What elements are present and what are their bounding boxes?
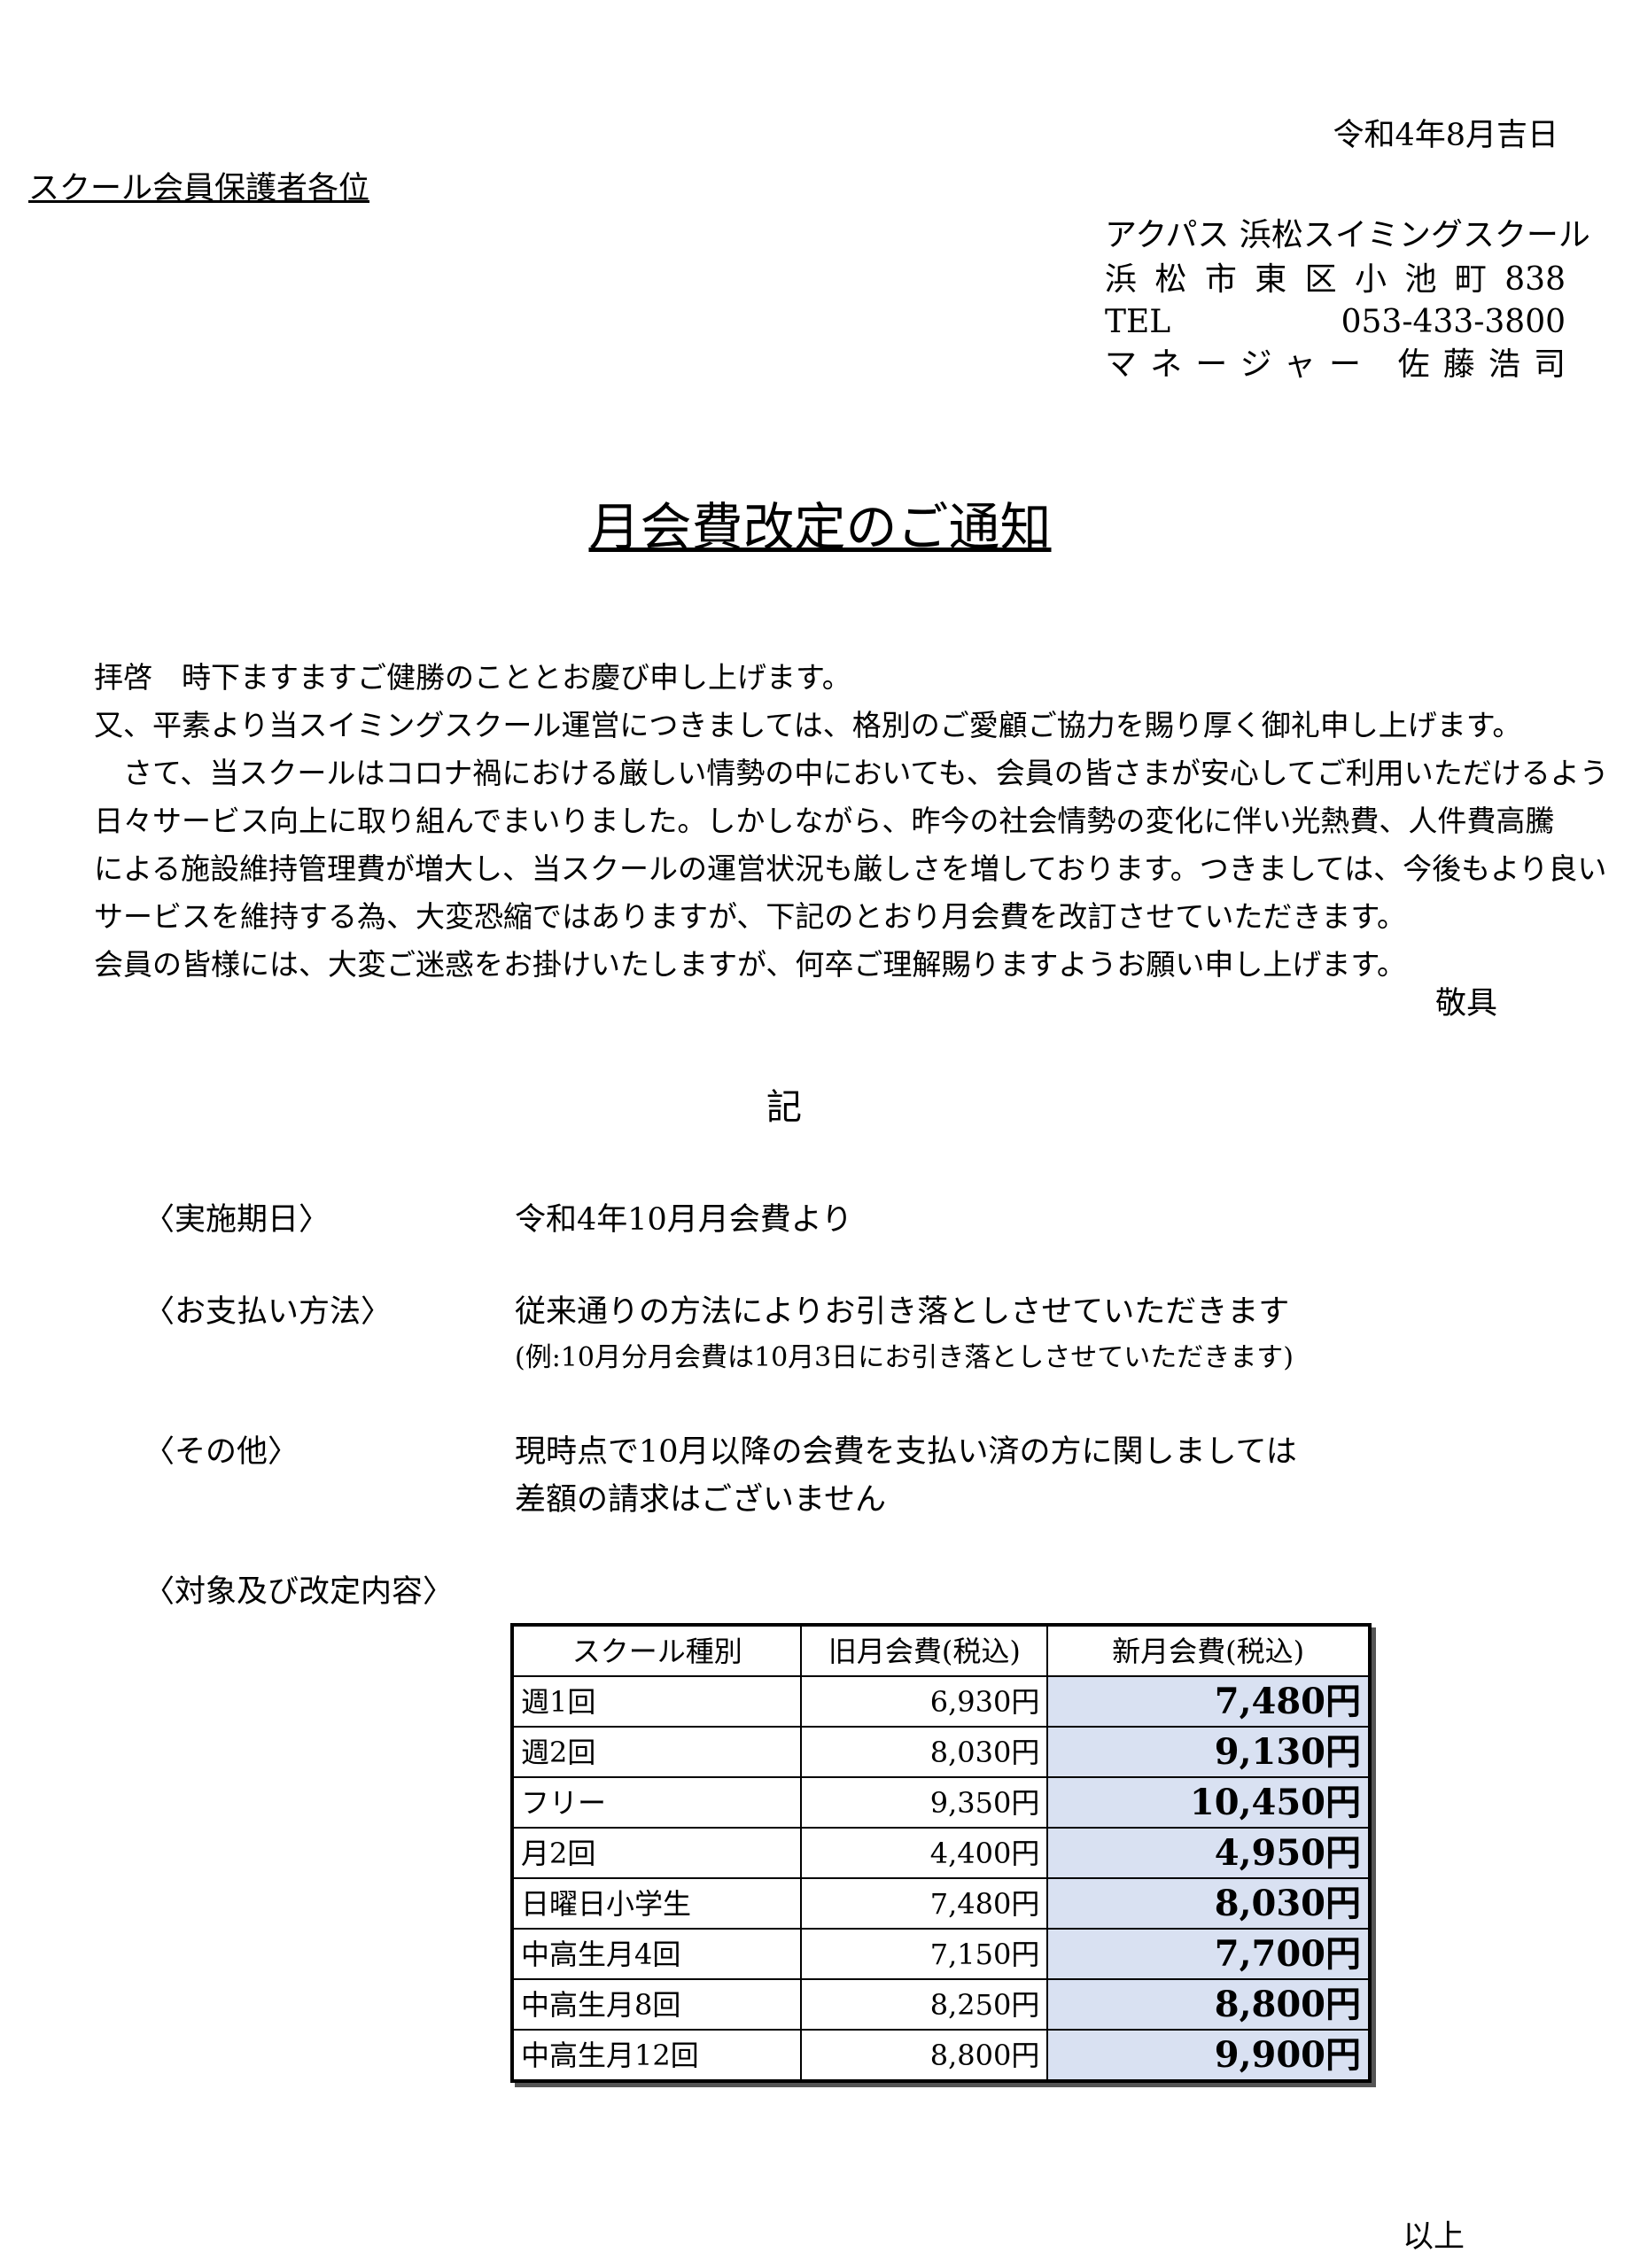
old-fee: 6,930円 [800, 1675, 1049, 1728]
body-line: さて、当スクールはコロナ禍における厳しい情勢の中においても、会員の皆さまが安心し… [94, 756, 1609, 790]
body-line: 拝啓 時下ますますご健勝のこととお慶び申し上げます。 [94, 660, 851, 695]
table-row: 日曜日小学生 7,480円 8,030円 [510, 1877, 1371, 1930]
item-text: 現時点で10月以降の会費を支払い済の方に関しましては [515, 1434, 1297, 1470]
item-text: (例:10月分月会費は10月3日にお引き落としさせていただきます) [515, 1342, 1294, 1373]
old-fee: 8,250円 [800, 1978, 1049, 2031]
sender-line: 浜松市東区小池町838 [1105, 261, 1566, 298]
new-fee: 4,950円 [1046, 1827, 1371, 1879]
old-fee: 8,800円 [800, 2029, 1049, 2082]
old-fee: 7,480円 [800, 1877, 1049, 1930]
sender-line: マネージャー 佐藤浩司 [1105, 346, 1566, 383]
old-fee: 8,030円 [800, 1726, 1049, 1778]
table-row: 月2回 4,400円 4,950円 [510, 1827, 1371, 1879]
new-fee: 7,480円 [1046, 1675, 1371, 1728]
item-text: 差額の請求はございません [515, 1482, 886, 1518]
new-fee: 9,130円 [1046, 1726, 1371, 1778]
type-cell: フリー [510, 1776, 803, 1829]
old-fee: 7,150円 [800, 1928, 1049, 1980]
item-text: 従来通りの方法によりお引き落としさせていただきます [515, 1294, 1290, 1330]
date: 令和4年8月吉日 [1333, 118, 1558, 153]
recipient: スクール会員保護者各位 [28, 171, 370, 206]
closing: 敬具 [1435, 986, 1498, 1021]
body-line: 又、平素より当スイミングスクール運営につきましては、格別のご愛顧ご協力を賜り厚く… [94, 708, 1522, 742]
item-label: 〈対象及び改定内容〉 [144, 1574, 455, 1610]
body-line: 日々サービス向上に取り組んでまいりました。しかしながら、昨今の社会情勢の変化に伴… [94, 804, 1555, 838]
new-fee: 8,030円 [1046, 1877, 1371, 1930]
type-cell: 日曜日小学生 [510, 1877, 803, 1930]
type-cell: 中高生月12回 [510, 2029, 803, 2082]
item-label: 〈その他〉 [144, 1434, 299, 1470]
fee-table: スクール種別 旧月会費(税込) 新月会費(税込) 週1回 6,930円 7,480円 週2回… [510, 1623, 1372, 2083]
table-row: 中高生月8回 8,250円 8,800円 [510, 1978, 1371, 2031]
end: 以上 [1403, 2219, 1465, 2255]
type-cell: 中高生月8回 [510, 1978, 803, 2031]
body-line: サービスを維持する為、大変恐縮ではありますが、下記のとおり月会費を改訂させていた… [94, 899, 1407, 934]
new-fee: 8,800円 [1046, 1978, 1371, 2031]
sender-line: アクパス 浜松スイミングスクール [1105, 217, 1590, 253]
body-line: による施設維持管理費が増大し、当スクールの運営状況も厳しさを増しております。つき… [94, 851, 1607, 886]
new-fee: 7,700円 [1046, 1928, 1371, 1980]
body-line: 会員の皆様には、大変ご迷惑をお掛けいたしますが、何卒ご理解賜りますようお願い申し… [94, 947, 1407, 982]
title: 月会費改定のご通知 [0, 501, 1640, 553]
ki: 記 [766, 1087, 802, 1128]
item-label: 〈お支払い方法〉 [144, 1294, 393, 1330]
new-fee: 9,900円 [1046, 2029, 1371, 2082]
old-fee: 4,400円 [800, 1827, 1049, 1879]
table-body: 週1回 6,930円 7,480円 週2回 8,030円 9,130円 フリー 9,350円 1… [510, 1675, 1371, 2082]
type-cell: 週1回 [510, 1675, 803, 1728]
sender-line: TEL 053-433-3800 [1105, 304, 1566, 340]
table-row: フリー 9,350円 10,450円 [510, 1776, 1371, 1829]
title-text: 月会費改定のご通知 [588, 497, 1052, 557]
type-cell: 月2回 [510, 1827, 803, 1879]
column-header: 旧月会費(税込) [800, 1624, 1049, 1677]
type-cell: 中高生月4回 [510, 1928, 803, 1980]
column-header: 新月会費(税込) [1046, 1624, 1371, 1677]
column-header: スクール種別 [510, 1624, 803, 1677]
header-row: スクール種別 旧月会費(税込) 新月会費(税込) [510, 1624, 1371, 1677]
table-row: 中高生月4回 7,150円 7,700円 [510, 1928, 1371, 1980]
item-text: 令和4年10月月会費より [515, 1202, 853, 1238]
type-cell: 週2回 [510, 1726, 803, 1778]
item-label: 〈実施期日〉 [144, 1202, 330, 1238]
new-fee: 10,450円 [1046, 1776, 1371, 1829]
table-row: 週1回 6,930円 7,480円 [510, 1675, 1371, 1728]
table-row: 中高生月12回 8,800円 9,900円 [510, 2029, 1371, 2082]
old-fee: 9,350円 [800, 1776, 1049, 1829]
table-row: 週2回 8,030円 9,130円 [510, 1726, 1371, 1778]
